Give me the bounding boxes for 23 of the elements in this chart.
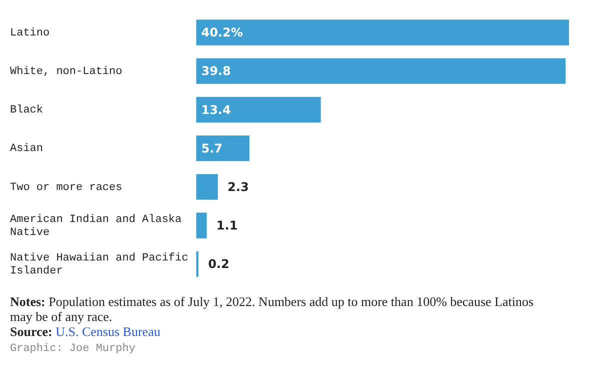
y-tick-label: Asian <box>10 143 44 156</box>
bar <box>196 212 207 238</box>
bar <box>196 96 321 123</box>
y-tick-label: Native Hawaiian and Pacific Islander <box>10 252 188 278</box>
source-note: Source: U.S. Census Bureau <box>10 324 160 339</box>
data-label: 0.2 <box>208 257 230 272</box>
data-label: 5.7 <box>201 141 222 156</box>
y-tick-label: Black <box>10 104 44 117</box>
bar <box>196 135 250 162</box>
y-tick-label: Latino <box>10 27 50 40</box>
data-label: 13.4 <box>201 102 231 117</box>
text: Notes: Population estimates as of July 1, 2022. Numbers add up to more than 100% because Latinos may be of any race. <box>10 294 534 324</box>
y-tick-label: White, non-Latino <box>10 66 122 78</box>
bar <box>196 58 566 84</box>
text: Graphic: Joe Murphy <box>10 342 136 357</box>
data-label: 40.2% <box>201 26 243 40</box>
data-label: 1.1 <box>216 218 238 233</box>
y-tick-label: Two or more races <box>10 182 122 194</box>
data-label: 2.3 <box>228 180 249 194</box>
y-tick-label: American Indian and Alaska Native <box>10 214 182 240</box>
data-label: 39.8 <box>201 64 231 78</box>
bar <box>196 20 569 46</box>
bar <box>196 174 218 200</box>
